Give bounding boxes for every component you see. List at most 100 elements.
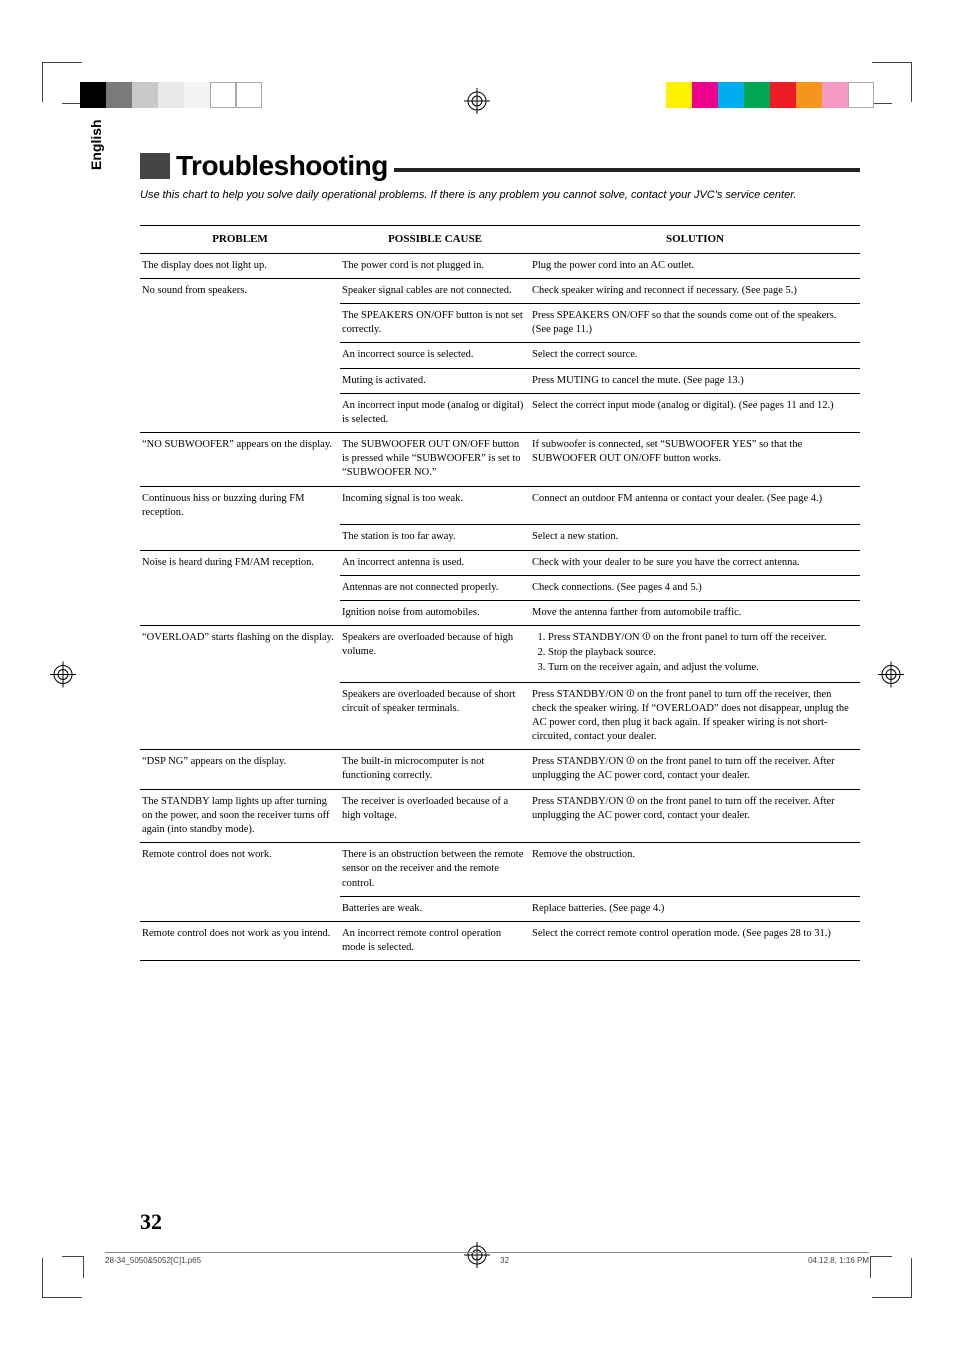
colorbar-swatch xyxy=(718,82,744,108)
table-row: The display does not light up.The power … xyxy=(140,253,860,278)
colorbar-swatch xyxy=(158,82,184,108)
colorbar-swatch xyxy=(848,82,874,108)
intro-text: Use this chart to help you solve daily o… xyxy=(140,188,860,203)
colorbar-swatch xyxy=(692,82,718,108)
solution-step: Turn on the receiver again, and adjust t… xyxy=(548,661,854,675)
cell-solution: Press STANDBY/ON ⏼ on the front panel to… xyxy=(530,682,860,750)
cell-problem: “DSP NG” appears on the display. xyxy=(140,750,340,789)
title-rule xyxy=(394,168,860,172)
table-row: The station is too far away.Select a new… xyxy=(140,525,860,550)
cell-solution: Check speaker wiring and reconnect if ne… xyxy=(530,278,860,303)
cell-solution: Press STANDBY/ON ⏼ on the front panel to… xyxy=(530,626,860,683)
cell-cause: An incorrect input mode (analog or digit… xyxy=(340,393,530,432)
registration-mark-left xyxy=(50,661,76,692)
colorbar-swatch xyxy=(80,82,106,108)
table-row: Speakers are overloaded because of short… xyxy=(140,682,860,750)
colorbar-right xyxy=(666,82,874,108)
cell-cause: Incoming signal is too weak. xyxy=(340,486,530,525)
cell-cause: Batteries are weak. xyxy=(340,896,530,921)
cell-problem: “OVERLOAD” starts flashing on the displa… xyxy=(140,626,340,683)
colorbar-swatch xyxy=(184,82,210,108)
colorbar-swatch xyxy=(106,82,132,108)
page-title: Troubleshooting xyxy=(176,150,388,182)
colorbar-swatch xyxy=(132,82,158,108)
colorbar-swatch xyxy=(744,82,770,108)
cell-solution: Move the antenna farther from automobile… xyxy=(530,600,860,625)
crop-mark xyxy=(62,82,84,104)
cell-cause: The station is too far away. xyxy=(340,525,530,550)
cell-problem: Remote control does not work as you inte… xyxy=(140,921,340,960)
cell-problem: No sound from speakers. xyxy=(140,278,340,303)
col-solution: SOLUTION xyxy=(530,225,860,253)
table-row: The STANDBY lamp lights up after turning… xyxy=(140,789,860,843)
crop-mark xyxy=(42,62,82,102)
page-content: Troubleshooting Use this chart to help y… xyxy=(140,150,860,961)
cell-problem xyxy=(140,896,340,921)
table-row: An incorrect input mode (analog or digit… xyxy=(140,393,860,432)
cell-problem xyxy=(140,525,340,550)
cell-cause: Speakers are overloaded because of high … xyxy=(340,626,530,683)
cell-problem: The display does not light up. xyxy=(140,253,340,278)
cell-problem xyxy=(140,600,340,625)
table-row: The SPEAKERS ON/OFF button is not set co… xyxy=(140,304,860,343)
cell-cause: An incorrect antenna is used. xyxy=(340,550,530,575)
cell-solution: Connect an outdoor FM antenna or contact… xyxy=(530,486,860,525)
crop-mark xyxy=(62,1256,84,1278)
footer-page: 32 xyxy=(500,1256,509,1265)
cell-solution: Select a new station. xyxy=(530,525,860,550)
cell-cause: The built-in microcomputer is not functi… xyxy=(340,750,530,789)
cell-problem: Remote control does not work. xyxy=(140,843,340,897)
cell-cause: The SPEAKERS ON/OFF button is not set co… xyxy=(340,304,530,343)
table-row: Noise is heard during FM/AM reception.An… xyxy=(140,550,860,575)
cell-cause: Muting is activated. xyxy=(340,368,530,393)
crop-mark xyxy=(872,62,912,102)
cell-cause: An incorrect remote control operation mo… xyxy=(340,921,530,960)
cell-problem xyxy=(140,304,340,343)
col-cause: POSSIBLE CAUSE xyxy=(340,225,530,253)
cell-solution: Check with your dealer to be sure you ha… xyxy=(530,550,860,575)
table-row: An incorrect source is selected.Select t… xyxy=(140,343,860,368)
cell-problem: Continuous hiss or buzzing during FM rec… xyxy=(140,486,340,525)
cell-solution: Press STANDBY/ON ⏼ on the front panel to… xyxy=(530,750,860,789)
cell-cause: Ignition noise from automobiles. xyxy=(340,600,530,625)
cell-cause: Speaker signal cables are not connected. xyxy=(340,278,530,303)
cell-solution: Select the correct remote control operat… xyxy=(530,921,860,960)
cell-cause: The SUBWOOFER OUT ON/OFF button is press… xyxy=(340,433,530,487)
table-row: Remote control does not work.There is an… xyxy=(140,843,860,897)
footer: 28-34_5050&5052[C]1.p65 32 04.12.8, 1:16… xyxy=(105,1252,869,1265)
table-row: “NO SUBWOOFER” appears on the display.Th… xyxy=(140,433,860,487)
title-row: Troubleshooting xyxy=(140,150,860,182)
crop-mark xyxy=(42,1258,82,1298)
colorbar-swatch xyxy=(210,82,236,108)
cell-problem xyxy=(140,393,340,432)
cell-problem: Noise is heard during FM/AM reception. xyxy=(140,550,340,575)
cell-solution: Check connections. (See pages 4 and 5.) xyxy=(530,575,860,600)
cell-solution: Press SPEAKERS ON/OFF so that the sounds… xyxy=(530,304,860,343)
cell-solution: Select the correct source. xyxy=(530,343,860,368)
language-label: English xyxy=(88,119,104,170)
cell-problem: The STANDBY lamp lights up after turning… xyxy=(140,789,340,843)
footer-timestamp: 04.12.8, 1:16 PM xyxy=(808,1256,869,1265)
crop-mark xyxy=(870,82,892,104)
colorbar-swatch xyxy=(770,82,796,108)
colorbar-swatch xyxy=(236,82,262,108)
table-row: Ignition noise from automobiles.Move the… xyxy=(140,600,860,625)
cell-solution: Remove the obstruction. xyxy=(530,843,860,897)
cell-solution: If subwoofer is connected, set “SUBWOOFE… xyxy=(530,433,860,487)
registration-mark-top xyxy=(464,88,490,119)
cell-cause: The power cord is not plugged in. xyxy=(340,253,530,278)
cell-problem xyxy=(140,682,340,750)
colorbar-swatch xyxy=(796,82,822,108)
title-block-icon xyxy=(140,153,170,179)
cell-solution: Replace batteries. (See page 4.) xyxy=(530,896,860,921)
footer-file: 28-34_5050&5052[C]1.p65 xyxy=(105,1256,201,1265)
table-row: Remote control does not work as you inte… xyxy=(140,921,860,960)
colorbar-swatch xyxy=(822,82,848,108)
registration-mark-right xyxy=(878,661,904,692)
solution-step: Stop the playback source. xyxy=(548,646,854,660)
cell-cause: There is an obstruction between the remo… xyxy=(340,843,530,897)
crop-mark xyxy=(870,1256,892,1278)
table-row: Continuous hiss or buzzing during FM rec… xyxy=(140,486,860,525)
cell-solution: Plug the power cord into an AC outlet. xyxy=(530,253,860,278)
cell-solution: Press MUTING to cancel the mute. (See pa… xyxy=(530,368,860,393)
